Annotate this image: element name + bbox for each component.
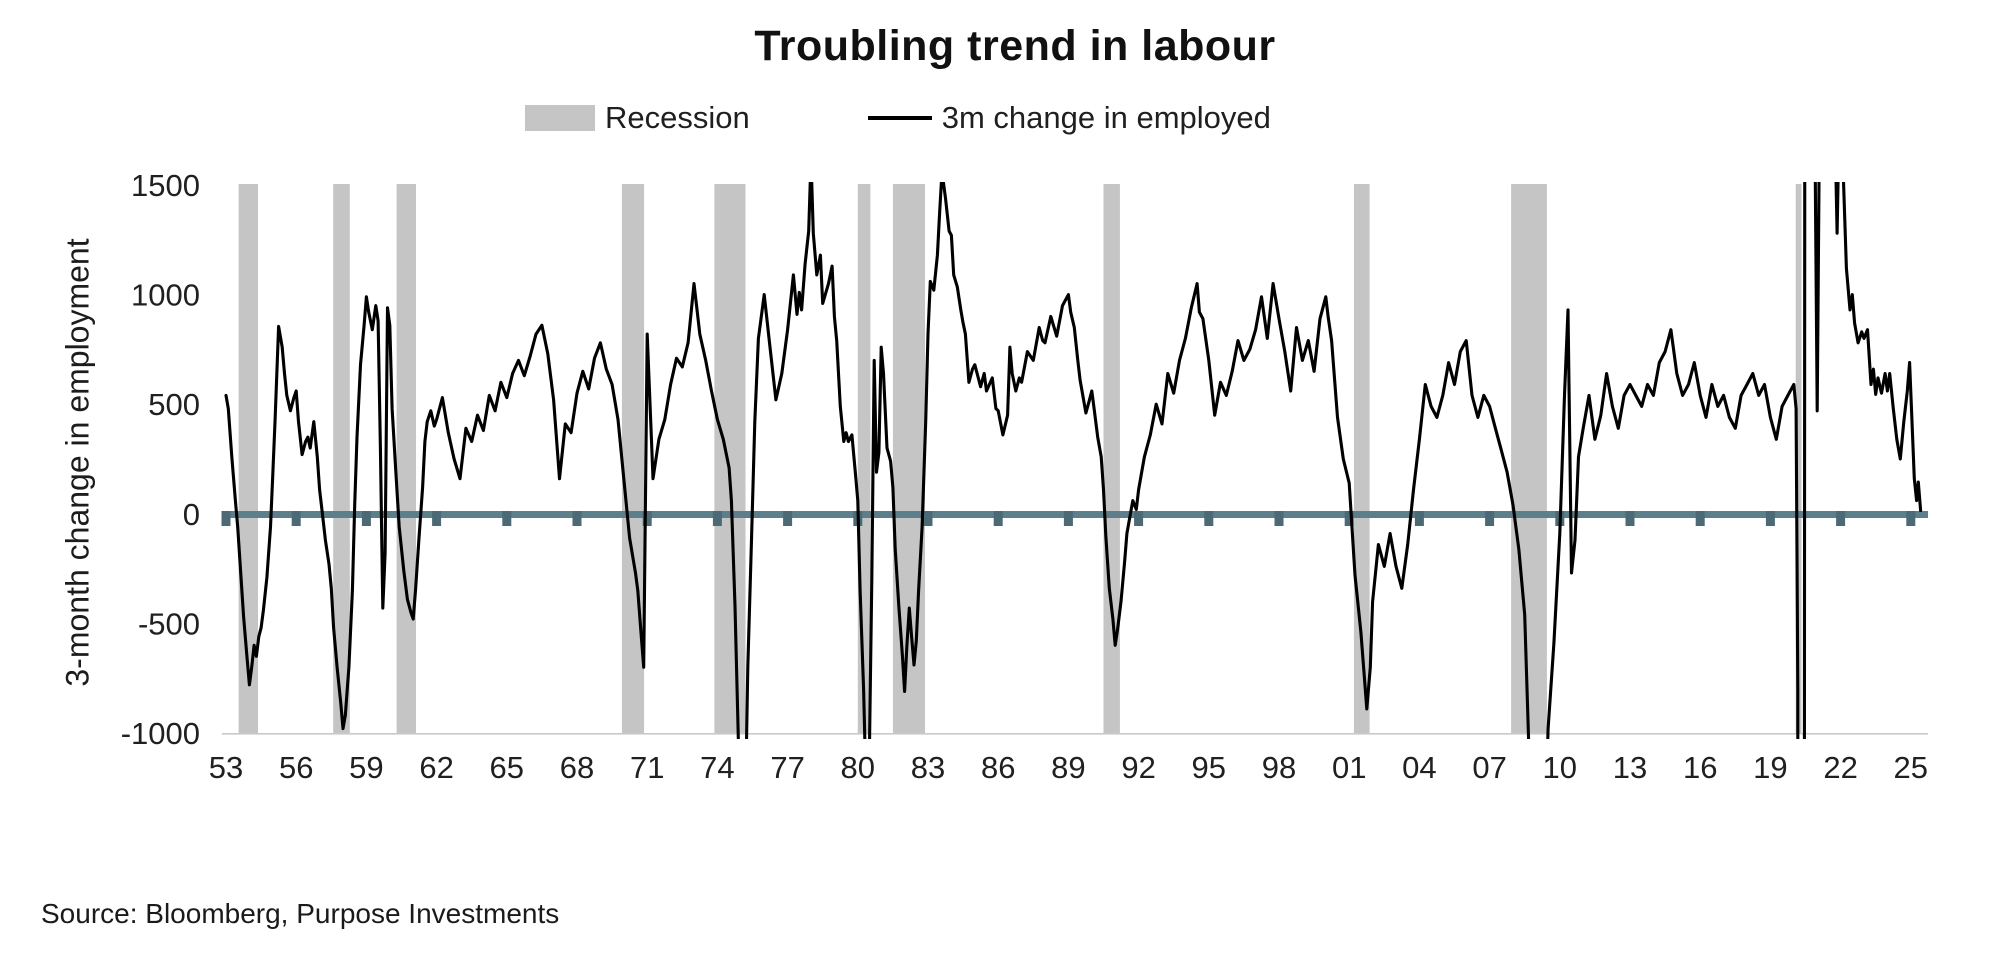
axis-tick [1906,511,1916,526]
axis-tick [1485,511,1495,526]
x-tick-label: 68 [560,750,594,785]
axis-tick [993,511,1003,526]
x-tick-label: 74 [700,750,734,785]
chart-legend: Recession 3m change in employed [525,100,1271,136]
axis-tick [712,511,722,526]
recession-band [1795,184,1802,733]
x-tick-label: 13 [1613,750,1647,785]
axis-tick [432,511,442,526]
x-tick-label: 07 [1472,750,1506,785]
x-tick-label: 65 [490,750,524,785]
recession-band [892,184,925,733]
x-tick-label: 22 [1823,750,1857,785]
axis-tick [572,511,582,526]
y-tick-label: 1000 [131,278,200,313]
axis-tick [642,511,652,526]
x-tick-label: 86 [981,750,1015,785]
recession-band [714,184,746,733]
recession-band [333,184,350,733]
x-axis-line [222,733,1928,735]
recession-band [621,184,645,733]
x-tick-label: 80 [841,750,875,785]
y-tick-label: 500 [148,387,200,422]
x-tick-label: 25 [1894,750,1928,785]
employment-line [224,182,1923,739]
recession-legend-label: Recession [605,100,750,135]
recession-swatch [525,105,595,131]
x-tick-label: 19 [1753,750,1787,785]
x-tick-label: 59 [349,750,383,785]
axis-tick [783,511,793,526]
recession-bands [238,184,1802,733]
zero-axis-line [222,511,1928,518]
axis-tick [1414,511,1424,526]
axis-tick [923,511,933,526]
axis-tick [1204,511,1214,526]
recession-band [1103,184,1120,733]
recession-band [1511,184,1547,733]
x-tick-label: 98 [1262,750,1296,785]
y-tick-label: -500 [138,606,200,641]
axis-tick [1134,511,1144,526]
x-tick-label: 71 [630,750,664,785]
y-tick-label: 1500 [131,168,200,203]
x-tick-label: 01 [1332,750,1366,785]
axis-tick [1625,511,1635,526]
x-tick-label: 95 [1192,750,1226,785]
page-title: Troubling trend in labour [754,22,1276,70]
y-tick-label: 0 [183,497,200,532]
x-tick-label: 77 [770,750,804,785]
x-tick-label: 04 [1402,750,1436,785]
x-tick-label: 83 [911,750,945,785]
x-tick-label: 89 [1051,750,1085,785]
axis-tick [1344,511,1354,526]
axis-tick [1695,511,1705,526]
axis-tick [291,511,301,526]
recession-band [396,184,416,733]
x-tick-label: 92 [1121,750,1155,785]
axis-tick [1836,511,1846,526]
axis-tick [221,511,231,526]
x-tick-label: 62 [419,750,453,785]
y-tick-label: -1000 [121,716,200,751]
axis-tick [502,511,512,526]
recession-band [857,184,871,733]
source-note: Source: Bloomberg, Purpose Investments [41,898,560,929]
x-tick-label: 56 [279,750,313,785]
line-swatch [867,116,932,120]
axis-tick [361,511,371,526]
axis-tick [1765,511,1775,526]
axis-tick [1063,511,1073,526]
axis-tick [1274,511,1284,526]
line-legend-label: 3m change in employed [941,100,1271,135]
x-tick-label: 53 [209,750,243,785]
x-tick-label: 10 [1543,750,1577,785]
x-tick-label: 16 [1683,750,1717,785]
